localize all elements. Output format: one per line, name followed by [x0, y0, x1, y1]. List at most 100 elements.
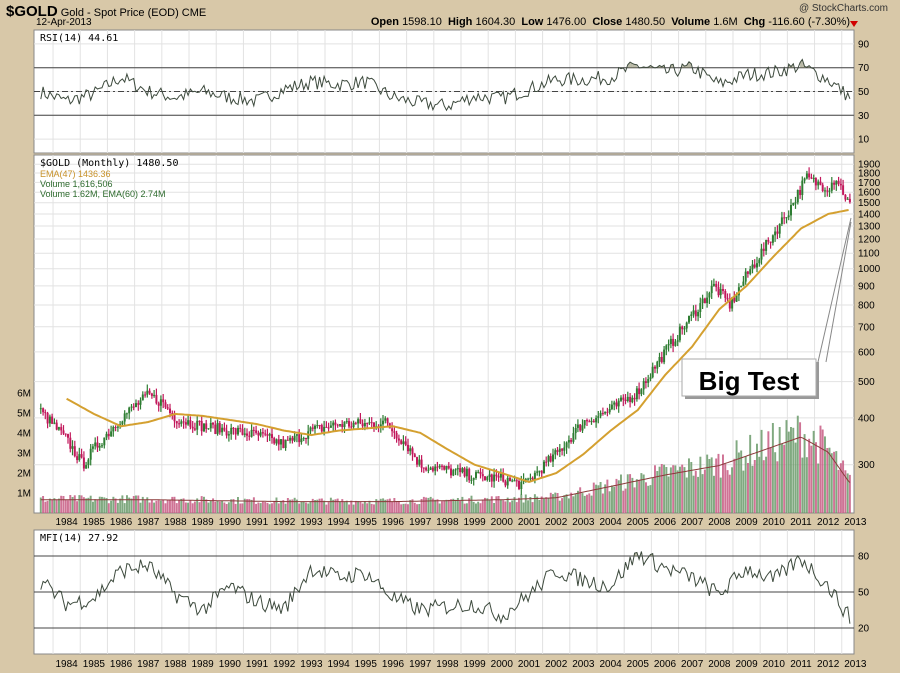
- price-body: [82, 457, 85, 469]
- x-tick-label: 1985: [83, 517, 106, 528]
- price-body: [436, 466, 439, 468]
- x-tick-label: 1995: [355, 517, 378, 528]
- volume-bar: [830, 453, 833, 513]
- volume-bar: [583, 495, 586, 513]
- x-tick-label: 2011: [790, 659, 812, 670]
- volume-bar: [159, 500, 162, 513]
- price-body: [280, 439, 282, 445]
- price-body: [504, 481, 507, 486]
- price-body: [685, 322, 688, 329]
- price-body: [629, 396, 632, 402]
- price-body: [182, 421, 185, 423]
- volume-bar: [835, 451, 838, 513]
- volume-bar: [305, 502, 307, 513]
- volume-bar: [345, 500, 348, 513]
- volume-bar: [719, 477, 722, 513]
- volume-bar: [549, 492, 552, 513]
- volume-bar: [48, 498, 51, 513]
- volume-bar: [375, 499, 378, 513]
- volume-bar: [538, 499, 541, 513]
- volume-bar: [443, 500, 446, 513]
- x-tick-label: 2000: [491, 517, 514, 528]
- price-body: [411, 448, 414, 455]
- x-tick-label: 1999: [463, 517, 486, 528]
- volume-bar: [608, 491, 611, 513]
- volume-bar: [266, 502, 269, 513]
- price-body: [805, 173, 808, 179]
- volume-bar: [579, 487, 582, 513]
- x-tick-label: 2002: [545, 517, 568, 528]
- volume-bar: [368, 500, 371, 513]
- volume-bar: [524, 494, 527, 513]
- price-body: [397, 438, 400, 441]
- price-body: [765, 240, 768, 251]
- volume-bar: [436, 499, 439, 513]
- volume-bar: [563, 495, 566, 513]
- volume-bar: [529, 497, 532, 513]
- price-body: [579, 424, 582, 431]
- price-body: [468, 468, 471, 481]
- price-body: [46, 413, 49, 424]
- volume-bar: [450, 499, 453, 513]
- volume-bar: [565, 494, 568, 513]
- volume-bar: [574, 494, 577, 513]
- volume-label: Volume: [671, 16, 711, 28]
- volume-bar: [658, 466, 661, 513]
- volume-bar: [828, 447, 831, 513]
- price-body: [767, 240, 770, 242]
- volume-bar: [665, 467, 668, 513]
- price-body: [80, 454, 83, 458]
- price-body: [678, 326, 681, 341]
- price-body: [676, 340, 679, 342]
- volume-bar: [384, 499, 387, 513]
- volume-bar: [214, 501, 217, 513]
- price-body: [456, 468, 459, 470]
- volume-bar: [307, 503, 310, 513]
- volume-bar: [760, 429, 763, 513]
- x-tick-label: 1989: [191, 659, 214, 670]
- volume-bar: [126, 495, 128, 513]
- price-body: [722, 289, 724, 291]
- x-tick-label: 2009: [735, 517, 758, 528]
- price-body: [724, 291, 727, 298]
- price-legend-ema: EMA(47) 1436.36: [40, 169, 111, 179]
- volume-bar: [486, 498, 489, 513]
- price-body: [198, 420, 201, 422]
- volume-bar: [105, 498, 108, 513]
- price-body: [162, 399, 165, 403]
- price-body: [742, 281, 745, 287]
- volume-bar: [685, 477, 688, 513]
- x-tick-label: 1996: [382, 659, 405, 670]
- price-body: [819, 181, 822, 185]
- volume-bar: [561, 498, 564, 513]
- volume-bar: [733, 458, 736, 513]
- rsi-tick-label: 70: [858, 63, 870, 74]
- x-tick-label: 2000: [491, 659, 514, 670]
- volume-bar: [128, 497, 131, 513]
- price-body: [361, 423, 364, 427]
- price-body: [545, 461, 548, 463]
- volume-bar: [468, 498, 471, 513]
- chg-value: -116.60 (-7.30%): [768, 16, 850, 28]
- price-panel: [33, 154, 855, 514]
- price-body: [239, 427, 242, 429]
- x-tick-label: 2001: [518, 517, 541, 528]
- volume-bar: [273, 500, 276, 513]
- x-tick-label: 2012: [817, 659, 840, 670]
- volume-bar: [683, 467, 686, 513]
- price-body: [196, 420, 199, 430]
- volume-bar: [604, 484, 607, 513]
- price-body: [286, 439, 289, 441]
- volume-bar: [509, 502, 511, 513]
- price-body: [844, 194, 847, 200]
- price-body: [359, 419, 362, 424]
- x-tick-label: 1987: [137, 659, 160, 670]
- price-body: [719, 289, 722, 296]
- volume-bar: [348, 504, 351, 513]
- volume-bar: [649, 485, 652, 513]
- volume-bar: [89, 495, 92, 513]
- price-body: [694, 310, 697, 317]
- price-body: [481, 474, 484, 477]
- price-body: [531, 477, 534, 480]
- volume-bar: [293, 497, 296, 513]
